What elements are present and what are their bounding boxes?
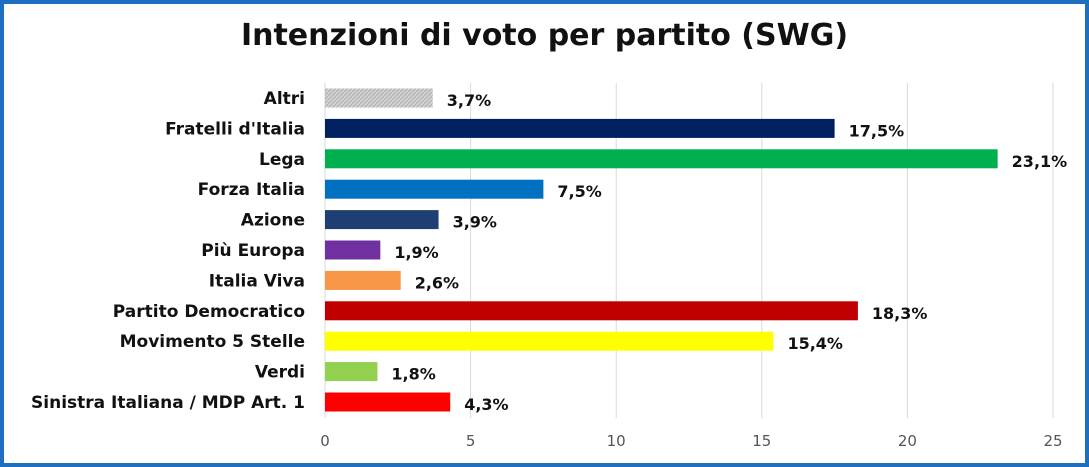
x-tick-label: 5 bbox=[466, 432, 476, 450]
data-label: 1,9% bbox=[394, 243, 438, 262]
data-label: 15,4% bbox=[787, 334, 843, 353]
data-label: 4,3% bbox=[464, 395, 508, 414]
category-label: Più Europa bbox=[201, 241, 305, 261]
category-label: Verdi bbox=[255, 363, 305, 383]
bar-azione bbox=[325, 210, 439, 230]
chart-title: Intenzioni di voto per partito (SWG) bbox=[240, 18, 849, 53]
category-label: Altri bbox=[264, 89, 305, 109]
bar-altri bbox=[325, 88, 433, 108]
category-label: Azione bbox=[241, 211, 305, 231]
bar-pi-europa bbox=[325, 240, 381, 260]
data-label: 3,9% bbox=[453, 213, 497, 232]
bar-lega bbox=[325, 149, 998, 169]
category-label: Movimento 5 Stelle bbox=[120, 332, 305, 352]
bar-forza-italia bbox=[325, 179, 544, 199]
x-tick-label: 20 bbox=[898, 432, 917, 450]
bar-verdi bbox=[325, 362, 378, 382]
bar-italia-viva bbox=[325, 270, 401, 290]
bar-sinistra-italiana-mdp-art-1 bbox=[325, 392, 451, 412]
category-label: Fratelli d'Italia bbox=[165, 119, 305, 139]
category-label: Italia Viva bbox=[209, 271, 305, 291]
data-label: 3,7% bbox=[447, 91, 491, 110]
category-label: Partito Democratico bbox=[113, 302, 305, 322]
data-label: 1,8% bbox=[391, 365, 435, 384]
category-label: Lega bbox=[259, 150, 305, 170]
x-tick-label: 10 bbox=[607, 432, 626, 450]
x-tick-label: 0 bbox=[320, 432, 330, 450]
data-label: 7,5% bbox=[557, 182, 601, 201]
x-tick-label: 15 bbox=[752, 432, 771, 450]
category-label: Sinistra Italiana / MDP Art. 1 bbox=[31, 393, 305, 413]
data-label: 17,5% bbox=[849, 121, 905, 140]
bar-fratelli-d-italia bbox=[325, 118, 835, 138]
x-tick-label: 25 bbox=[1043, 432, 1062, 450]
data-label: 18,3% bbox=[872, 304, 928, 323]
bar-partito-democratico bbox=[325, 301, 858, 321]
data-label: 23,1% bbox=[1012, 152, 1068, 171]
bar-movimento-5-stelle bbox=[325, 331, 774, 351]
data-label: 2,6% bbox=[415, 273, 459, 292]
category-label: Forza Italia bbox=[198, 180, 305, 200]
